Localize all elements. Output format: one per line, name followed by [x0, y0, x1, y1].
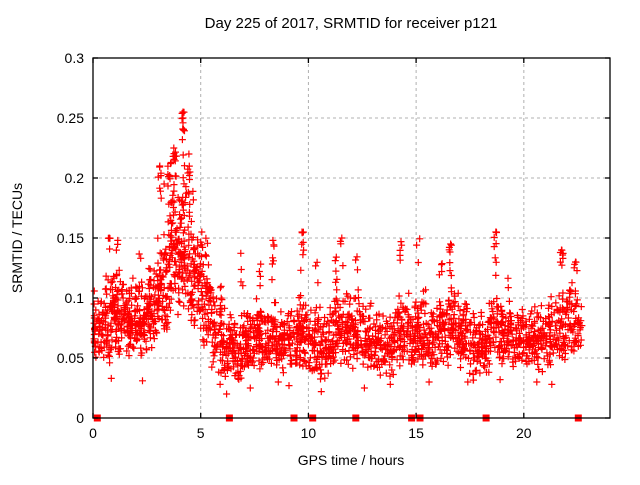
y-tick-label: 0.3 [65, 50, 85, 66]
x-tick-label: 0 [89, 425, 97, 441]
y-tick-label: 0.15 [57, 230, 84, 246]
x-tick-label: 20 [516, 425, 532, 441]
data-points-layer [90, 108, 586, 422]
y-tick-label: 0.05 [57, 350, 84, 366]
y-tick-label: 0.2 [65, 170, 85, 186]
tick-label-layer: 0 5 10 15 20 0 0.05 0.1 0.15 0.2 0.25 0.3 [57, 50, 532, 441]
x-tick-label: 10 [301, 425, 317, 441]
chart-title: Day 225 of 2017, SRMTID for receiver p12… [205, 15, 498, 32]
x-tick-label: 5 [197, 425, 205, 441]
x-axis-label: GPS time / hours [298, 452, 405, 468]
y-axis-label: SRMTID / TECUs [9, 183, 25, 293]
y-tick-label: 0.1 [65, 290, 85, 306]
y-tick-label: 0 [76, 410, 84, 426]
srmtid-scatter-points [90, 108, 586, 398]
axis-layer [92, 57, 611, 419]
x-tick-label: 15 [408, 425, 424, 441]
y-tick-label: 0.25 [57, 110, 84, 126]
